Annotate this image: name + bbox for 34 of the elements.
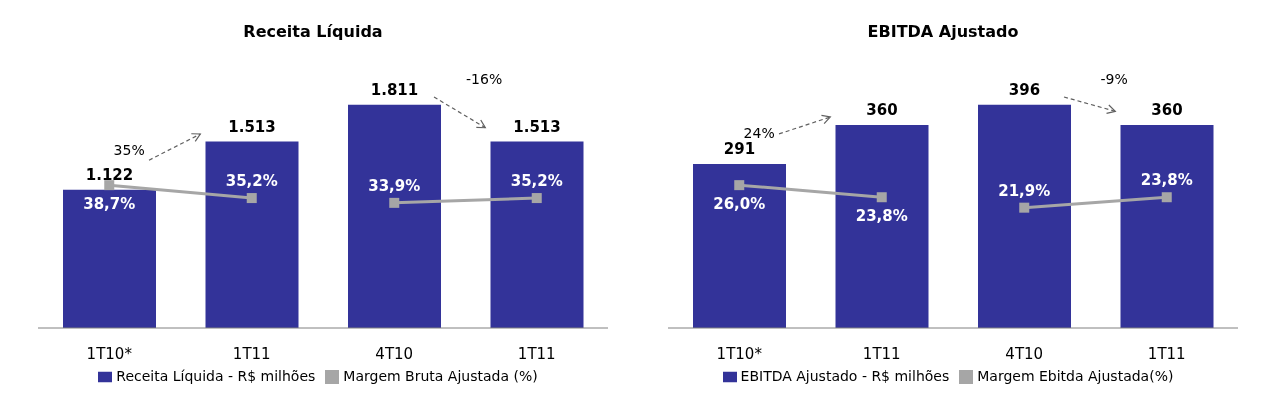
data-label: 35,2% (510, 172, 563, 191)
data-label: 360 (866, 101, 898, 120)
data-label: 33,9% (368, 176, 421, 195)
x-tick-label: 4T10 (375, 344, 414, 363)
data-label: 291 (723, 139, 756, 158)
x-tick-label: 1T11 (232, 344, 271, 363)
annotation: 24% (742, 125, 776, 142)
legend-label: Margem Bruta Ajustada (%) (343, 368, 538, 384)
legend-label: EBITDA Ajustado - R$ milhões (740, 368, 950, 384)
data-label: 360 (1151, 101, 1183, 120)
chart-title: EBITDA Ajustado (866, 22, 1020, 41)
x-tick-label: 1T11 (1147, 344, 1186, 363)
data-label: 26,0% (713, 195, 766, 214)
data-label: 38,7% (83, 195, 136, 214)
text: -9% (1099, 70, 1129, 87)
x-tick-label: 1T11 (517, 344, 556, 363)
x-tick-label: 1T10* (716, 344, 763, 363)
x-tick-label: 1T11 (862, 344, 901, 363)
x-tick-label: 1T10* (86, 344, 133, 363)
data-label: 35,2% (225, 172, 278, 191)
data-label: 1.513 (513, 117, 561, 136)
legend-label: Margem Ebitda Ajustada(%) (977, 368, 1174, 384)
chart-title: Receita Líquida (242, 22, 384, 41)
annotation: 35% (112, 141, 146, 158)
data-label: 1.122 (85, 165, 134, 184)
data-label: 1.811 (370, 80, 419, 99)
legend-label: Receita Líquida - R$ milhões (116, 368, 316, 384)
x-tick-label: 4T10 (1005, 344, 1044, 363)
text: -16% (465, 70, 504, 87)
data-label: 23,8% (855, 207, 908, 226)
data-label: 23,8% (1140, 171, 1193, 190)
data-label: 396 (1008, 80, 1041, 99)
data-label: 1.513 (228, 117, 276, 136)
data-label: 21,9% (998, 181, 1051, 200)
